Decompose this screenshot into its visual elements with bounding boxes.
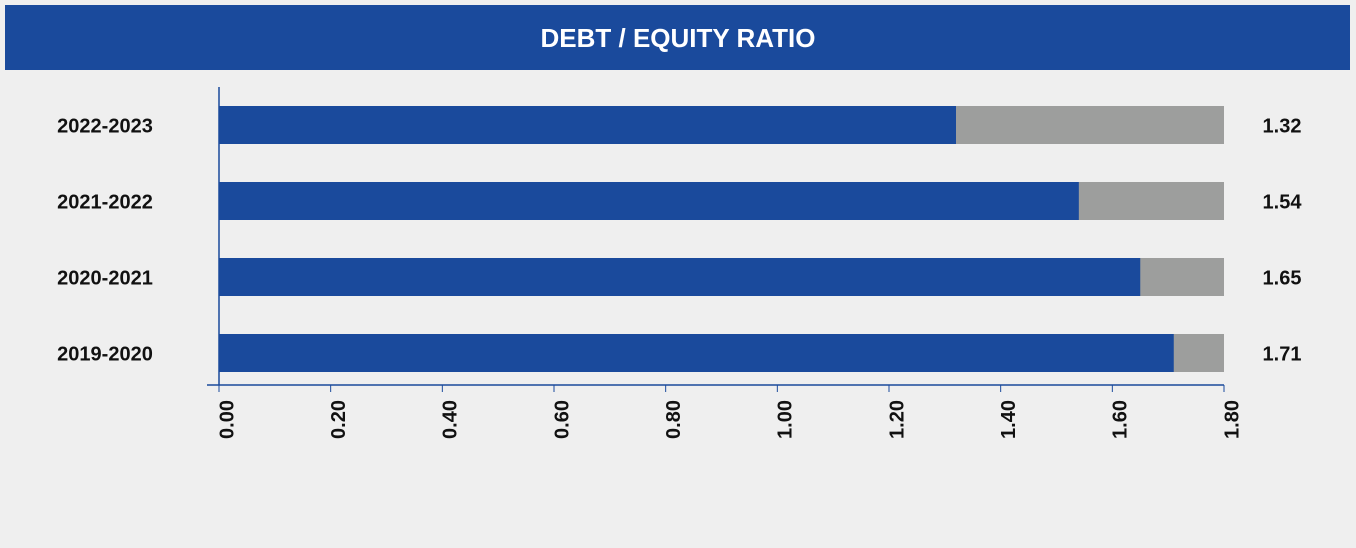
value-label: 1.54 [1263,191,1303,213]
y-tick-label: 2020-2021 [57,267,153,289]
x-tick-label: 1.20 [886,400,908,439]
x-tick-label: 0.40 [440,400,462,439]
chart-title: DEBT / EQUITY RATIO [541,23,816,53]
y-tick-label: 2019-2020 [57,343,153,365]
x-tick-label: 1.80 [1221,400,1243,439]
value-label: 1.32 [1263,115,1302,137]
y-tick-label: 2021-2022 [57,191,153,213]
value-label: 1.71 [1263,343,1302,365]
x-tick-label: 1.00 [775,400,797,439]
value-label: 1.65 [1263,267,1302,289]
x-tick-label: 0.00 [216,400,238,439]
x-tick-label: 0.60 [551,400,573,439]
title-band [5,5,1350,70]
bar [219,182,1079,220]
x-tick-label: 1.40 [998,400,1020,439]
x-tick-label: 0.20 [328,400,350,439]
x-tick-label: 1.60 [1110,400,1132,439]
y-tick-label: 2022-2023 [57,115,153,137]
x-tick-label: 0.80 [663,400,685,439]
bar [219,258,1141,296]
bar [219,106,956,144]
bar [219,334,1174,372]
